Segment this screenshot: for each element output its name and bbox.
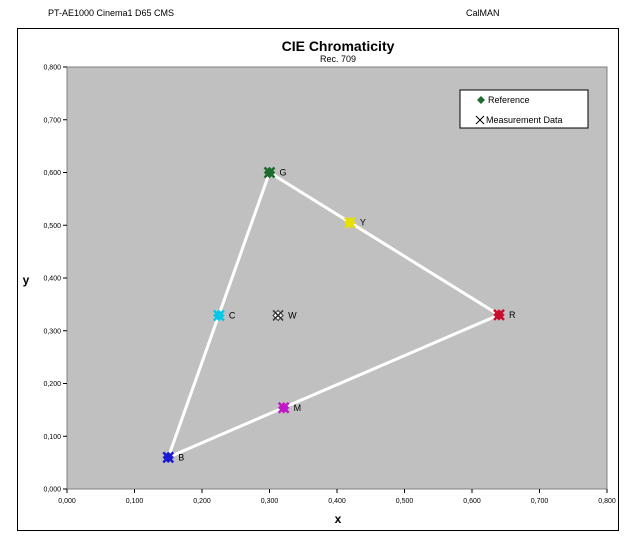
y-axis-label: y [23, 273, 30, 287]
chart-title: CIE Chromaticity [282, 38, 395, 54]
point-g: G [263, 166, 287, 179]
x-tick-label: 0,400 [328, 498, 346, 505]
x-tick-label: 0,700 [531, 498, 549, 505]
point-label-y: Y [360, 218, 366, 228]
x-tick-label: 0,800 [598, 498, 616, 505]
point-label-r: R [509, 310, 516, 320]
point-m: M [277, 401, 302, 414]
point-w: W [272, 309, 297, 322]
point-c: C [212, 309, 236, 322]
x-axis-label: x [335, 512, 342, 526]
legend-diamond-icon [477, 96, 485, 104]
y-tick-label: 0,100 [43, 434, 61, 441]
measurement-marker-r [493, 309, 505, 321]
y-tick-label: 0,700 [43, 117, 61, 124]
legend-cross-icon [475, 115, 485, 125]
point-label-w: W [288, 310, 297, 320]
report-device-title: PT-AE1000 Cinema1 D65 CMS [48, 8, 175, 18]
y-tick-label: 0,500 [43, 223, 61, 230]
report-software-name: CalMAN [466, 8, 500, 18]
y-tick-label: 0,000 [43, 487, 61, 494]
axis-ticks: 0,000 0,100 0,200 0,300 0,400 0,500 0,600 0,700… [43, 65, 615, 506]
measurement-marker-b [162, 451, 175, 464]
y-tick-label: 0,400 [43, 276, 61, 283]
data-points: R G B Y C M W [162, 166, 516, 464]
chart-subtitle: Rec. 709 [320, 54, 356, 64]
measurement-marker-c [212, 309, 225, 322]
measurement-marker-y [343, 216, 356, 229]
point-label-b: B [178, 452, 184, 462]
y-tick-label: 0,300 [43, 328, 61, 335]
plot-area [66, 66, 608, 490]
y-tick-label: 0,800 [43, 65, 61, 72]
measurement-marker-g [263, 166, 276, 179]
point-y: Y [343, 216, 366, 229]
x-tick-label: 0,600 [463, 498, 481, 505]
measurement-marker-w [272, 309, 284, 321]
y-tick-label: 0,200 [43, 381, 61, 388]
x-tick-label: 0,500 [396, 498, 414, 505]
legend: Reference Measurement Data [459, 89, 589, 129]
y-tick-label: 0,600 [43, 170, 61, 177]
x-tick-label: 0,300 [261, 498, 279, 505]
x-tick-label: 0,000 [58, 498, 76, 505]
point-label-m: M [294, 403, 302, 413]
point-label-c: C [229, 310, 236, 320]
point-r: R [493, 309, 516, 321]
x-tick-label: 0,200 [193, 498, 211, 505]
point-label-g: G [280, 168, 287, 178]
x-tick-label: 0,100 [126, 498, 144, 505]
legend-entry-measurement: Measurement Data [486, 115, 563, 125]
legend-entry-reference: Reference [488, 95, 530, 105]
measurement-marker-m [277, 401, 290, 414]
point-b: B [162, 451, 184, 464]
